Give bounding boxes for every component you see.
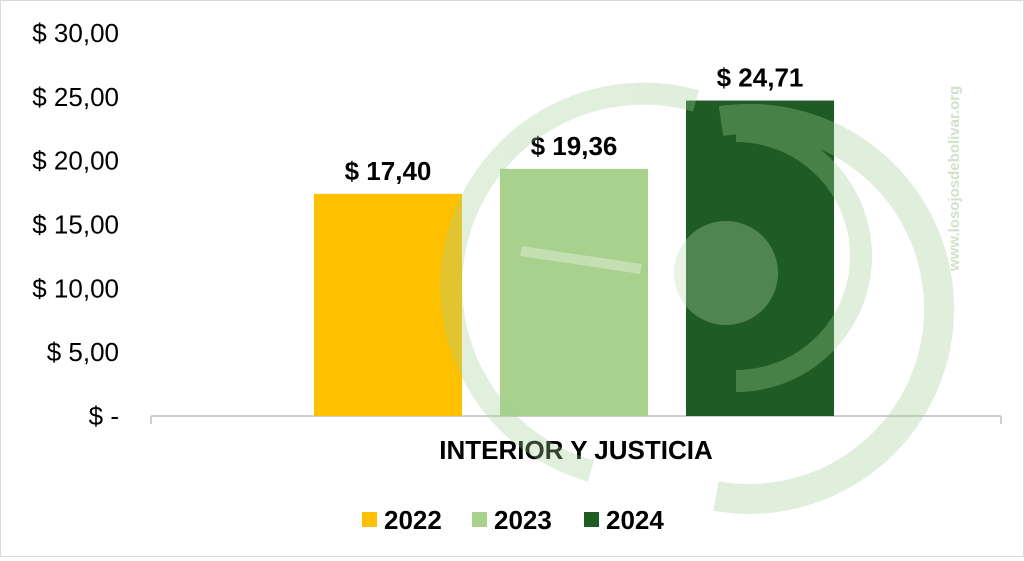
- y-tick-label: $ 5,00: [47, 337, 119, 367]
- y-tick-label: $ 15,00: [32, 210, 119, 240]
- y-tick-label: $ -: [89, 401, 119, 431]
- y-tick-label: $ 25,00: [32, 82, 119, 112]
- watermark-ring-left: [440, 82, 699, 482]
- legend-swatch-2024: [584, 512, 599, 527]
- data-label-2023: $ 19,36: [531, 131, 618, 161]
- watermark-center-dot: [674, 221, 778, 325]
- y-tick-label: $ 30,00: [32, 18, 119, 48]
- bar-2024: [686, 100, 834, 416]
- y-tick-label: $ 10,00: [32, 273, 119, 303]
- legend-label-2024: 2024: [606, 505, 664, 535]
- bars: [314, 100, 834, 416]
- legend-swatch-2022: [362, 512, 377, 527]
- data-label-2022: $ 17,40: [345, 156, 432, 186]
- y-tick-label: $ 20,00: [32, 146, 119, 176]
- legend-swatch-2023: [472, 512, 487, 527]
- watermark-logo: [440, 82, 955, 514]
- x-category-label: INTERIOR Y JUSTICIA: [439, 435, 713, 465]
- legend-label-2022: 2022: [384, 505, 442, 535]
- y-axis-ticks: $ - $ 5,00 $ 10,00 $ 15,00 $ 20,00 $ 25,00 $ 3…: [32, 18, 119, 431]
- watermark-ring-inner: [735, 120, 872, 392]
- watermark-ring-outer: [713, 103, 955, 514]
- legend: 2022 2023 2024: [362, 505, 664, 535]
- watermark-slash: [520, 246, 642, 274]
- bar-2022: [314, 193, 462, 416]
- bar-2023: [500, 168, 648, 416]
- data-label-2024: $ 24,71: [717, 63, 804, 93]
- legend-label-2023: 2023: [494, 505, 552, 535]
- watermark-url: www.losojosdebolivar.org: [946, 86, 963, 272]
- data-labels: $ 17,40 $ 19,36 $ 24,71: [345, 63, 804, 186]
